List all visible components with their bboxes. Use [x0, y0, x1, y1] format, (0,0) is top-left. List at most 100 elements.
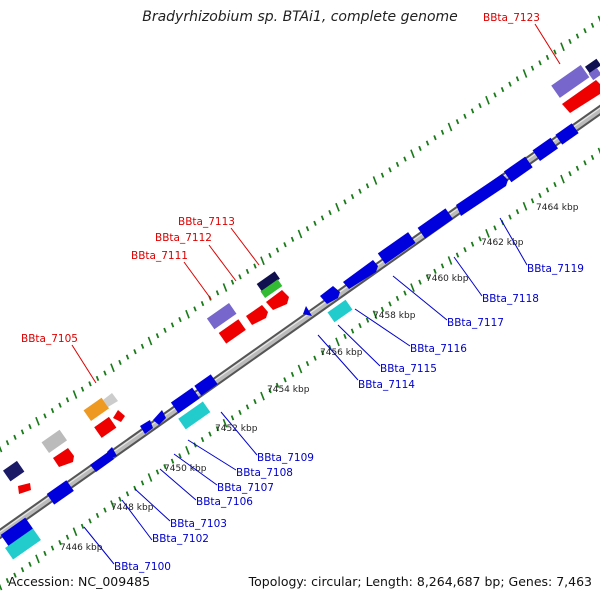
gene-feature[interactable]: [532, 137, 559, 162]
gene-label[interactable]: BBta_7113: [178, 216, 235, 228]
gene-feature[interactable]: [178, 401, 211, 430]
gene-feature[interactable]: [343, 260, 378, 289]
gene-label[interactable]: BBta_7118: [482, 293, 539, 305]
track-tick: [470, 108, 475, 114]
gene-feature[interactable]: [456, 174, 508, 216]
gene-label[interactable]: BBta_7123: [483, 12, 540, 24]
gene-feature[interactable]: [377, 232, 416, 265]
gene-feature[interactable]: [18, 483, 31, 494]
track-tick: [388, 167, 392, 173]
tick-label: 7450 kbp: [164, 464, 207, 474]
gene-feature[interactable]: [588, 67, 600, 81]
gene-feature[interactable]: [320, 286, 340, 304]
gene-label[interactable]: BBta_7106: [196, 496, 253, 508]
gene-feature[interactable]: [194, 374, 218, 396]
track-tick: [155, 469, 160, 475]
track-tick: [5, 577, 10, 584]
track-tick: [328, 210, 332, 216]
track-tick: [245, 404, 250, 410]
gene-feature[interactable]: [206, 303, 237, 330]
gene-label[interactable]: BBta_7115: [380, 363, 437, 375]
track-tick: [185, 446, 190, 455]
gene-feature[interactable]: [107, 447, 117, 458]
gene-feature[interactable]: [303, 306, 312, 316]
track-tick: [493, 225, 497, 231]
track-tick: [597, 147, 600, 155]
gene-feature[interactable]: [5, 528, 41, 560]
gene-feature[interactable]: [0, 517, 34, 547]
gene-label[interactable]: BBta_7119: [527, 263, 584, 275]
track-tick: [508, 81, 512, 87]
track-tick: [380, 172, 385, 178]
gene-feature[interactable]: [503, 156, 533, 183]
track-tick: [583, 28, 587, 34]
gene-feature[interactable]: [551, 64, 590, 98]
track-tick: [118, 496, 122, 502]
gene-feature[interactable]: [153, 410, 166, 425]
track-tick: [230, 415, 235, 421]
gene-feature[interactable]: [260, 279, 283, 299]
gene-label[interactable]: BBta_7108: [236, 467, 293, 479]
track-tick: [268, 388, 272, 394]
inner-dotted-track: [0, 147, 600, 591]
gene-feature[interactable]: [266, 290, 289, 310]
track-tick: [140, 343, 145, 349]
gene-feature[interactable]: [90, 452, 114, 472]
track-tick: [568, 38, 572, 44]
gene-feature[interactable]: [246, 305, 268, 325]
track-tick: [433, 135, 437, 141]
gene-label[interactable]: BBta_7114: [358, 379, 415, 391]
track-tick: [538, 60, 542, 66]
gene-feature[interactable]: [94, 416, 117, 438]
track-tick: [133, 349, 137, 355]
gene-feature[interactable]: [113, 410, 125, 422]
gene-label[interactable]: BBta_7105: [21, 333, 78, 345]
gene-feature[interactable]: [417, 208, 453, 239]
track-tick: [305, 360, 310, 367]
track-tick: [553, 181, 557, 188]
gene-label[interactable]: BBta_7107: [217, 482, 274, 494]
gene-label[interactable]: BBta_7103: [170, 518, 227, 530]
track-tick: [372, 310, 378, 320]
track-tick: [478, 236, 482, 242]
track-tick: [13, 572, 17, 578]
gene-feature[interactable]: [584, 58, 600, 74]
gene-feature[interactable]: [555, 123, 579, 145]
track-tick: [200, 300, 205, 307]
track-tick: [163, 327, 167, 333]
track-tick: [395, 161, 400, 168]
gene-label[interactable]: BBta_7111: [131, 250, 188, 262]
track-tick: [455, 119, 460, 125]
tick-label: 7462 kbp: [481, 238, 524, 248]
gene-label[interactable]: BBta_7112: [155, 232, 212, 244]
gene-label[interactable]: BBta_7109: [257, 452, 314, 464]
gene-feature[interactable]: [83, 397, 110, 422]
track-tick: [260, 391, 265, 401]
gene-feature[interactable]: [41, 429, 68, 454]
gene-feature[interactable]: [170, 387, 200, 414]
track-tick: [410, 149, 415, 159]
gene-feature[interactable]: [256, 271, 280, 292]
track-tick: [125, 491, 130, 497]
track-tick: [575, 33, 580, 39]
gene-feature[interactable]: [562, 80, 600, 113]
track-tick: [455, 252, 460, 258]
gene-label[interactable]: BBta_7102: [152, 533, 209, 545]
gene-feature[interactable]: [46, 480, 74, 505]
gene-feature[interactable]: [3, 460, 25, 482]
gene-feature[interactable]: [327, 299, 353, 323]
track-tick: [215, 426, 220, 432]
gene-feature[interactable]: [140, 420, 153, 434]
genome-backbone: [0, 104, 600, 540]
gene-feature[interactable]: [103, 393, 118, 407]
genome-title: Bradyrhizobium sp. BTAi1, complete genom…: [142, 9, 458, 25]
gene-feature[interactable]: [53, 448, 74, 467]
gene-label[interactable]: BBta_7117: [447, 317, 504, 329]
track-tick: [470, 241, 475, 247]
track-tick: [350, 193, 355, 200]
gene-label[interactable]: BBta_7116: [410, 343, 467, 355]
tick-label: 7460 kbp: [426, 274, 469, 284]
gene-label[interactable]: BBta_7100: [114, 561, 171, 573]
tick-label: 7464 kbp: [536, 203, 579, 213]
gene-feature[interactable]: [218, 319, 246, 344]
